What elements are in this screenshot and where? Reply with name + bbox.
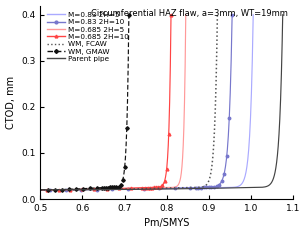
Text: Circumferential HAZ flaw, a=3mm, WT=19mm: Circumferential HAZ flaw, a=3mm, WT=19mm <box>91 9 288 18</box>
Legend: M=0.83 2H=5, M=0.83 2H=10, M=0.685 2H=5, M=0.685 2H=10, WM, FCAW, WM, GMAW, Pare: M=0.83 2H=5, M=0.83 2H=10, M=0.685 2H=5,… <box>47 11 130 63</box>
Y-axis label: CTOD, mm: CTOD, mm <box>6 76 16 129</box>
X-axis label: Pm/SMYS: Pm/SMYS <box>144 219 189 228</box>
